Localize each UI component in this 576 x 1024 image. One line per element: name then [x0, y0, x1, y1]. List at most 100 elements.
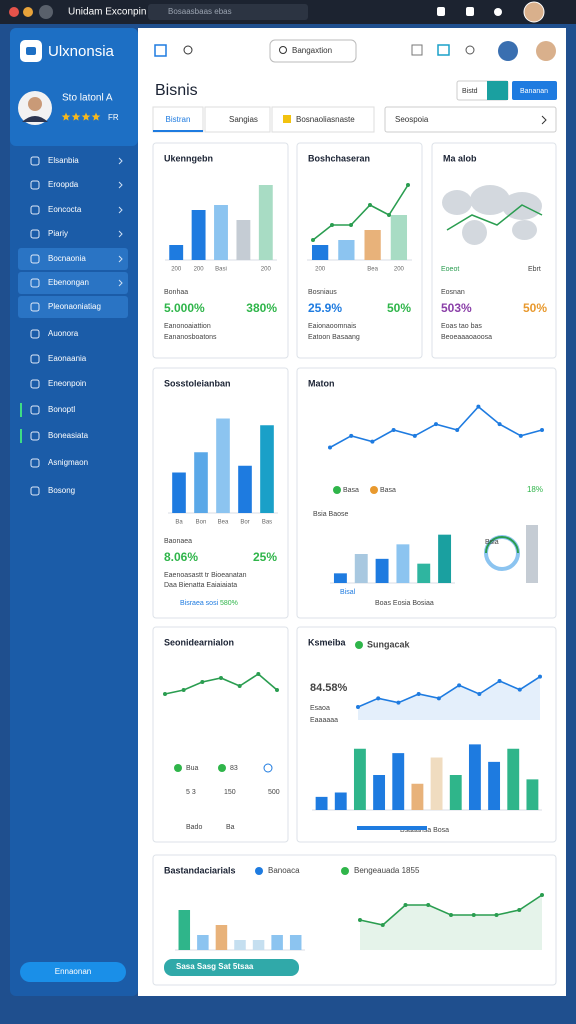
- browser-icon[interactable]: [437, 7, 445, 16]
- card-text: Eaenoasastt tr Bioeanatan: [164, 572, 247, 579]
- bar: [236, 220, 251, 260]
- header-avatar[interactable]: [498, 41, 518, 61]
- bar: [411, 783, 424, 810]
- bar: [430, 757, 443, 810]
- nav-item-icon[interactable]: [30, 354, 40, 364]
- header-icon[interactable]: [437, 44, 450, 56]
- select[interactable]: [384, 106, 557, 133]
- window-max[interactable]: [39, 5, 53, 19]
- nav-item-icon[interactable]: [30, 431, 40, 441]
- tab-label: Bistran: [166, 115, 191, 124]
- nav-item-icon[interactable]: [30, 405, 40, 415]
- bar: [354, 554, 368, 583]
- header-icon[interactable]: [154, 44, 167, 57]
- search-box[interactable]: [269, 39, 357, 63]
- legend-dot: [218, 764, 226, 772]
- nav-item-label[interactable]: Piariy: [48, 229, 68, 238]
- bar: [488, 761, 501, 810]
- bar: [333, 573, 347, 583]
- browser-avatar[interactable]: [523, 1, 545, 23]
- card-text: Sasa Sasg Sat 5tsaa: [176, 962, 254, 971]
- legend-dot: [333, 486, 341, 494]
- point: [476, 404, 481, 409]
- rating-star: [81, 112, 91, 121]
- card-text: 500: [268, 789, 280, 796]
- nav-item-icon[interactable]: [30, 278, 40, 288]
- nav-item-icon[interactable]: [30, 205, 40, 215]
- bar: [238, 465, 252, 513]
- header-icon[interactable]: [411, 44, 423, 56]
- bar: [468, 744, 481, 810]
- nav-item-label[interactable]: Boneasiata: [48, 431, 89, 440]
- nav-item-icon[interactable]: [30, 302, 40, 312]
- url-box[interactable]: [148, 4, 308, 20]
- card-title: Boshchaseran: [308, 153, 370, 163]
- point: [349, 433, 354, 438]
- card-text: Bsia: [485, 539, 499, 546]
- map-land: [512, 220, 537, 240]
- x-tick-label: Bea: [218, 520, 229, 526]
- nav-item-label[interactable]: Asnigmaon: [48, 458, 88, 467]
- nav-item-icon[interactable]: [30, 329, 40, 339]
- nav-item-label[interactable]: Bocnaonia: [48, 254, 86, 263]
- header-icon[interactable]: [183, 45, 193, 55]
- card-text: Bua: [186, 765, 199, 772]
- point: [455, 428, 460, 432]
- nav-item-icon[interactable]: [30, 486, 40, 496]
- nav-item-label[interactable]: Bonoptl: [48, 405, 75, 414]
- nav-item-icon[interactable]: [30, 379, 40, 389]
- nav-item-icon[interactable]: [30, 180, 40, 190]
- window-close[interactable]: [9, 7, 19, 17]
- header-avatar[interactable]: [536, 41, 556, 61]
- x-tick-label: 200: [171, 267, 182, 273]
- card-text: Basa: [343, 487, 359, 494]
- x-tick-label: Bea: [367, 267, 378, 273]
- point: [517, 908, 522, 912]
- sidebar-button[interactable]: [20, 962, 126, 982]
- window-min[interactable]: [23, 7, 33, 17]
- bar: [364, 230, 381, 260]
- bar: [438, 534, 452, 583]
- card-text: Eaionaoomnais: [308, 323, 357, 330]
- point: [426, 903, 431, 907]
- area: [358, 676, 540, 720]
- button-label: Bananan: [520, 88, 548, 95]
- nav-item-chevron: [118, 230, 123, 238]
- nav-item-label[interactable]: Pleonaoniatiag: [48, 302, 101, 311]
- nav-item-label[interactable]: Bosong: [48, 486, 75, 495]
- nav-item-label[interactable]: Eroopda: [48, 180, 79, 189]
- nav-item-label[interactable]: Eoncocta: [48, 205, 82, 214]
- point: [538, 674, 542, 679]
- nav-item-chevron: [118, 181, 123, 189]
- point: [256, 672, 261, 676]
- legend-dot: [370, 486, 378, 494]
- card-text: Eosnan: [441, 289, 465, 296]
- nav-item-label[interactable]: Auonora: [48, 329, 79, 338]
- card-title: Ksmeiba: [308, 637, 347, 647]
- bar: [338, 240, 355, 260]
- card-text: 503%: [441, 301, 472, 315]
- nav-item-icon[interactable]: [30, 229, 40, 239]
- rating-star: [91, 112, 101, 121]
- point: [416, 692, 421, 696]
- nav-item-label[interactable]: Ebenongan: [48, 278, 89, 287]
- point: [436, 696, 441, 701]
- point: [494, 913, 499, 917]
- card-text: Beoeaaaoaoosa: [441, 334, 492, 341]
- browser-icon[interactable]: [494, 8, 502, 16]
- card-title: Ukenngebn: [164, 153, 213, 163]
- nav-item-label[interactable]: Elsanbia: [48, 156, 79, 165]
- bar: [375, 558, 389, 583]
- header-icon[interactable]: [465, 45, 475, 55]
- nav-item-icon[interactable]: [30, 254, 40, 264]
- button[interactable]: [512, 81, 557, 100]
- legend-dot: [341, 867, 349, 875]
- nav-item-label[interactable]: Eaonaania: [48, 354, 87, 363]
- nav-item-label[interactable]: Eneonpoin: [48, 379, 86, 388]
- nav-item-icon[interactable]: [30, 156, 40, 166]
- user-avatar-body: [22, 116, 48, 122]
- nav-item-icon[interactable]: [30, 458, 40, 468]
- browser-icon[interactable]: [466, 7, 474, 16]
- tab[interactable]: [204, 106, 271, 133]
